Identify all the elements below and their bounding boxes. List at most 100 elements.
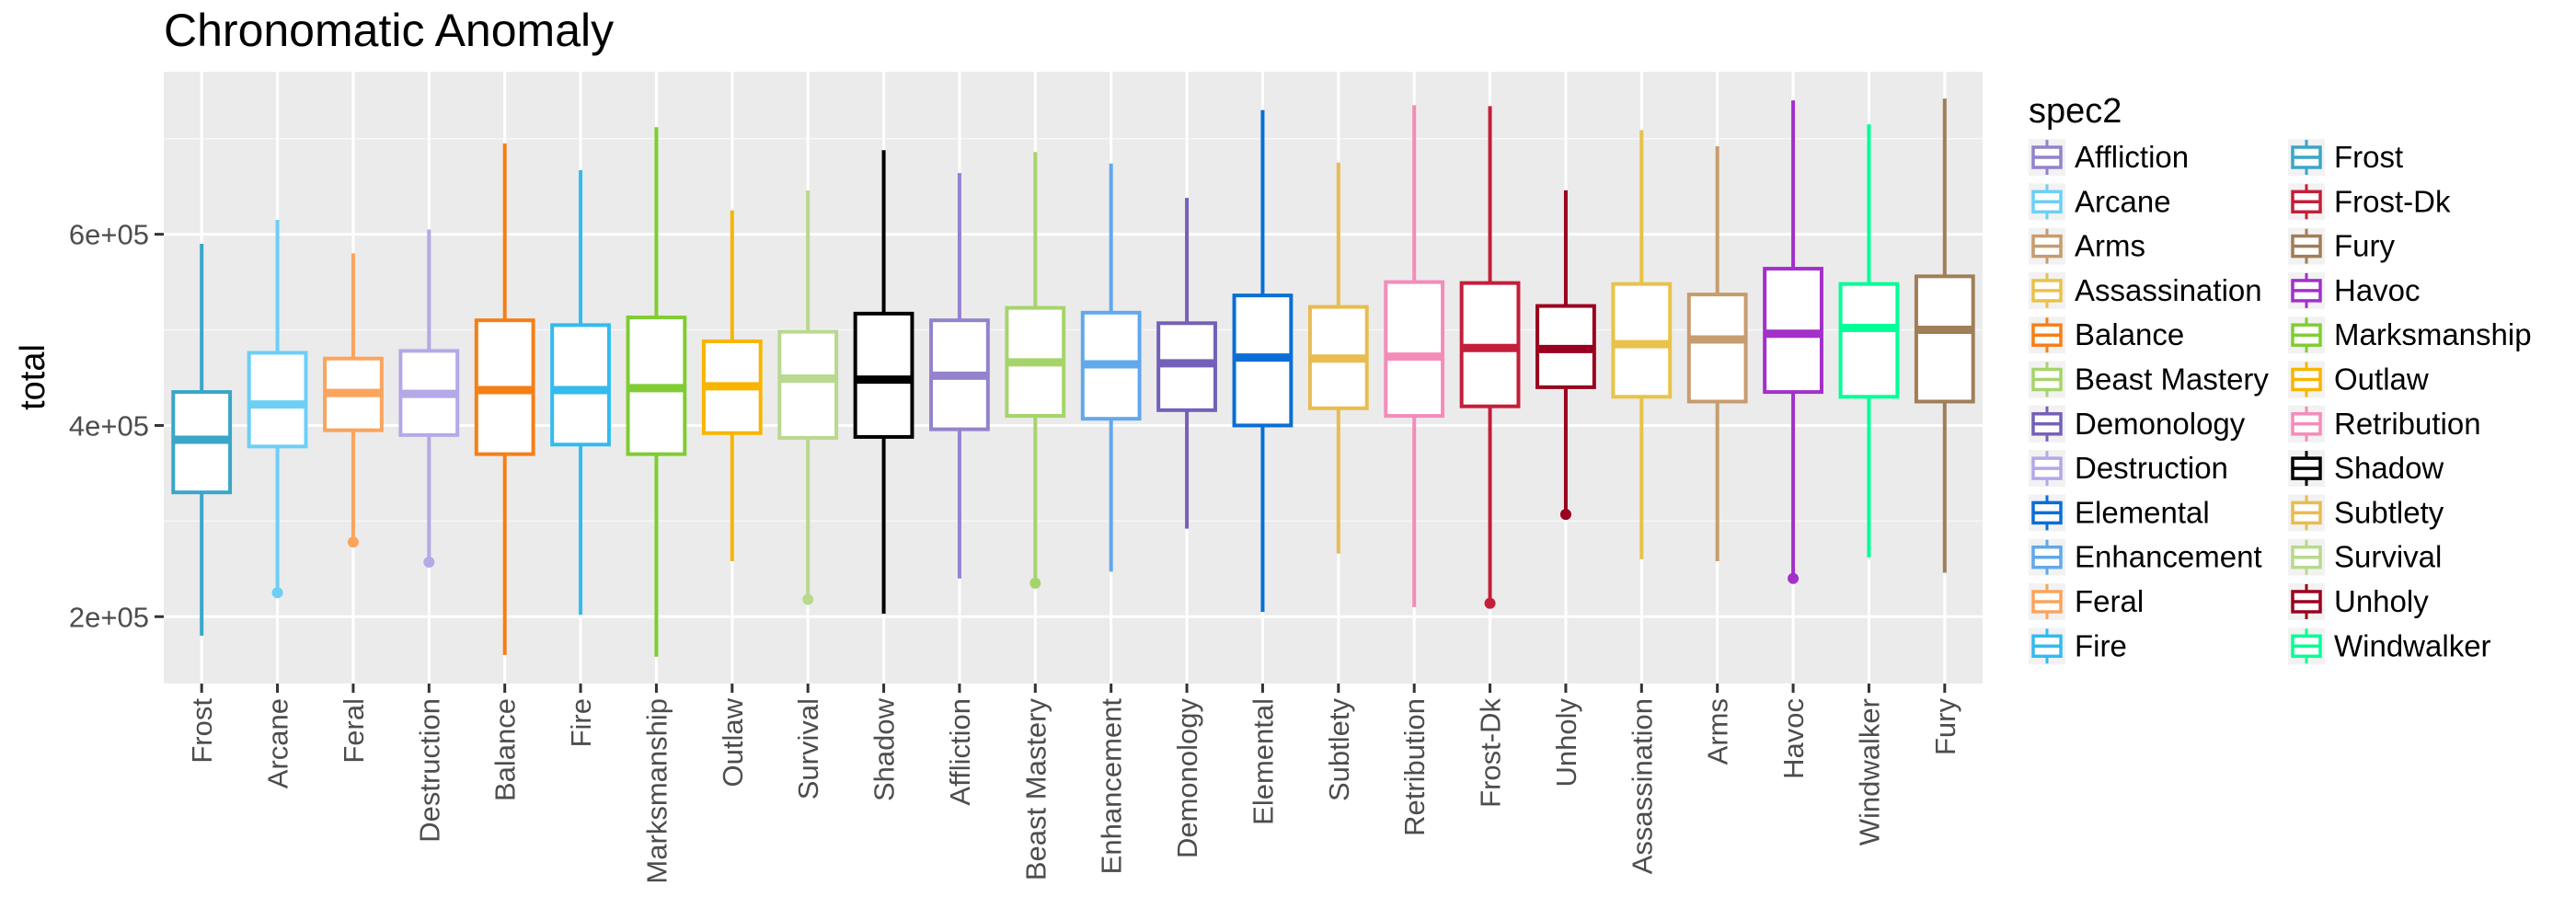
legend-item-elemental: Elemental bbox=[2029, 494, 2210, 532]
legend-item-destruction: Destruction bbox=[2029, 450, 2228, 488]
legend-item-fury: Fury bbox=[2288, 227, 2396, 265]
legend-title: spec2 bbox=[2029, 92, 2122, 131]
x-tick-label: Arms bbox=[1702, 698, 1734, 765]
legend-label: Windwalker bbox=[2334, 628, 2491, 662]
legend-item-frost-dk: Frost-Dk bbox=[2288, 183, 2451, 221]
x-axis: Frost Arcane Feral Destruction Balance Fire Ma… bbox=[186, 684, 1961, 884]
x-tick-label: Beast Mastery bbox=[1019, 698, 1052, 881]
box-unholy bbox=[1535, 190, 1596, 521]
y-axis: 2e+05 4e+05 6e+05 bbox=[69, 219, 164, 633]
box-assassination bbox=[1611, 130, 1673, 559]
box-demonology bbox=[1156, 198, 1217, 529]
legend-label: Fire bbox=[2075, 628, 2127, 662]
x-tick-label: Assassination bbox=[1626, 698, 1658, 874]
box-elemental bbox=[1232, 109, 1294, 613]
legend-item-subtlety: Subtlety bbox=[2288, 494, 2444, 532]
outlier-point bbox=[423, 557, 435, 569]
x-tick-label: Balance bbox=[489, 698, 522, 801]
box-shadow bbox=[853, 150, 914, 615]
box-feral bbox=[323, 253, 384, 548]
x-tick-label: Frost bbox=[186, 698, 218, 764]
box-survival bbox=[777, 190, 839, 605]
legend-label: Survival bbox=[2334, 540, 2442, 574]
legend-label: Subtlety bbox=[2334, 495, 2444, 529]
box-havoc bbox=[1763, 100, 1823, 584]
legend-label: Balance bbox=[2075, 317, 2184, 351]
outlier-point bbox=[347, 536, 359, 548]
legend-label: Retribution bbox=[2334, 407, 2481, 441]
legend-label: Destruction bbox=[2075, 451, 2228, 485]
legend-label: Fury bbox=[2334, 229, 2396, 263]
box-body bbox=[1384, 280, 1445, 419]
outlier-point bbox=[271, 587, 283, 599]
legend-label: Arms bbox=[2075, 229, 2145, 263]
x-tick-label: Enhancement bbox=[1096, 698, 1128, 875]
x-tick-label: Demonology bbox=[1171, 698, 1203, 859]
box-arms bbox=[1686, 146, 1748, 561]
plot-panel bbox=[164, 72, 1983, 684]
legend-label: Arcane bbox=[2075, 184, 2171, 218]
box-affliction bbox=[929, 173, 990, 579]
legend-item-outlaw: Outlaw bbox=[2288, 361, 2429, 398]
box-arcane bbox=[247, 220, 308, 599]
legend-label: Feral bbox=[2075, 584, 2144, 618]
x-tick-label: Havoc bbox=[1777, 698, 1810, 779]
legend-item-havoc: Havoc bbox=[2288, 271, 2421, 309]
box-fury bbox=[1914, 98, 1975, 573]
box-outlaw bbox=[701, 210, 763, 561]
x-tick-label: Elemental bbox=[1247, 698, 1279, 825]
legend-item-enhancement: Enhancement bbox=[2029, 538, 2262, 576]
legend-item-arcane: Arcane bbox=[2029, 183, 2171, 221]
box-body bbox=[1838, 282, 1900, 399]
outlier-point bbox=[1559, 509, 1571, 521]
box-marksmanship bbox=[626, 127, 687, 657]
legend-label: Enhancement bbox=[2075, 540, 2262, 574]
legend-item-windwalker: Windwalker bbox=[2288, 627, 2491, 665]
outlier-point bbox=[1788, 572, 1800, 584]
x-tick-label: Feral bbox=[338, 698, 370, 764]
box-beast-mastery bbox=[1005, 152, 1066, 589]
legend-item-frost: Frost bbox=[2288, 139, 2403, 176]
box-body bbox=[1914, 274, 1975, 404]
box-frost bbox=[171, 244, 233, 637]
legend-label: Outlaw bbox=[2334, 362, 2429, 397]
box-windwalker bbox=[1838, 124, 1900, 558]
y-axis-label: total bbox=[14, 344, 52, 410]
box-frost-dk bbox=[1459, 106, 1521, 609]
x-tick-label: Fire bbox=[565, 698, 597, 747]
box-enhancement bbox=[1080, 163, 1142, 572]
x-tick-label: Marksmanship bbox=[640, 698, 673, 884]
outlier-point bbox=[1484, 597, 1496, 609]
x-tick-label: Unholy bbox=[1550, 698, 1582, 788]
x-tick-label: Fury bbox=[1929, 698, 1961, 756]
legend-item-feral: Feral bbox=[2029, 583, 2144, 620]
legend-label: Beast Mastery bbox=[2075, 362, 2269, 397]
legend-label: Unholy bbox=[2334, 584, 2429, 618]
box-body bbox=[247, 351, 308, 449]
legend-label: Havoc bbox=[2334, 273, 2421, 307]
x-tick-label: Frost-Dk bbox=[1475, 698, 1507, 808]
x-tick-label: Survival bbox=[792, 698, 824, 799]
y-tick-label: 2e+05 bbox=[69, 601, 149, 633]
legend-item-marksmanship: Marksmanship bbox=[2288, 316, 2532, 354]
legend-label: Marksmanship bbox=[2334, 317, 2532, 351]
box-balance bbox=[474, 143, 535, 655]
legend-item-unholy: Unholy bbox=[2288, 583, 2429, 620]
legend-label: Assassination bbox=[2075, 273, 2262, 307]
x-tick-label: Destruction bbox=[413, 698, 445, 843]
x-tick-label: Shadow bbox=[868, 697, 901, 801]
x-tick-label: Subtlety bbox=[1323, 698, 1355, 802]
legend-label: Elemental bbox=[2075, 495, 2210, 529]
x-tick-label: Outlaw bbox=[717, 697, 749, 787]
box-body bbox=[1686, 293, 1748, 404]
legend-item-demonology: Demonology bbox=[2029, 405, 2246, 443]
legend-item-beast-mastery: Beast Mastery bbox=[2029, 361, 2269, 398]
y-tick-label: 6e+05 bbox=[69, 219, 149, 251]
x-tick-label: Retribution bbox=[1398, 698, 1431, 836]
legend-item-arms: Arms bbox=[2029, 227, 2145, 265]
legend-label: Frost-Dk bbox=[2334, 184, 2451, 218]
box-destruction bbox=[398, 229, 460, 569]
outlier-point bbox=[802, 593, 814, 605]
legend-label: Frost bbox=[2334, 140, 2403, 174]
